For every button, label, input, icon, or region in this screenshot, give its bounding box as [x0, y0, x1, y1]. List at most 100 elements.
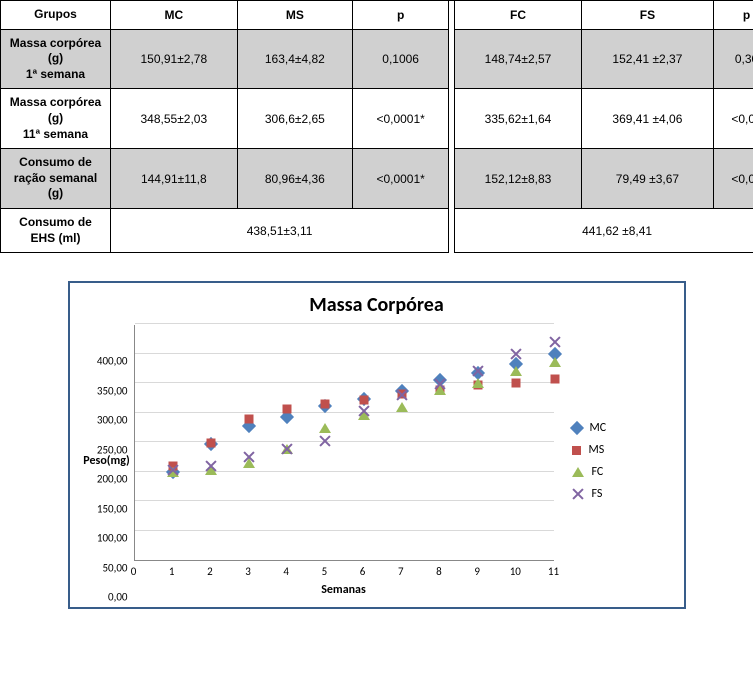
- data-point: [510, 348, 522, 360]
- data-point: [358, 405, 370, 417]
- col-header-grupos: Grupos: [1, 1, 111, 30]
- y-axis-title: Peso(mg): [80, 454, 134, 468]
- data-point: [396, 389, 408, 401]
- y-tick-label: 0,00: [78, 591, 128, 604]
- data-point: [472, 365, 484, 377]
- gridline: [135, 323, 554, 324]
- legend-marker-icon: [572, 446, 581, 455]
- legend-label: MS: [589, 443, 605, 457]
- legend-marker-icon: [569, 421, 583, 435]
- table-cell: 144,91±11,8: [111, 149, 238, 209]
- col-header-fc: FC: [455, 1, 582, 30]
- gridline: [135, 500, 554, 501]
- gridline: [135, 412, 554, 413]
- row-header: Consumo deEHS (ml): [1, 208, 111, 252]
- table-cell-merged: 441,62 ±8,41: [455, 208, 753, 252]
- x-tick-label: 6: [360, 565, 366, 578]
- data-point: [510, 366, 522, 376]
- data-point: [245, 414, 254, 423]
- table-cell-merged: 438,51±3,11: [111, 208, 449, 252]
- chart-title: Massa Corpórea: [80, 293, 674, 317]
- table-cell: 79,49 ±3,67: [581, 149, 713, 209]
- data-point: [281, 443, 293, 455]
- col-header-mc: MC: [111, 1, 238, 30]
- table-cell: <0,0001*: [353, 149, 449, 209]
- y-tick-label: 400,00: [78, 355, 128, 368]
- table-cell: 148,74±2,57: [455, 29, 582, 89]
- data-point: [550, 375, 559, 384]
- x-tick-label: 2: [207, 565, 213, 578]
- data-point: [243, 451, 255, 463]
- data-point: [434, 378, 446, 390]
- gridline: [135, 441, 554, 442]
- legend-label: MC: [590, 421, 607, 435]
- x-tick-label: 9: [474, 565, 480, 578]
- data-point: [549, 357, 561, 367]
- table-cell: 369,41 ±4,06: [581, 89, 713, 149]
- x-tick-label: 10: [510, 565, 521, 578]
- data-point: [283, 404, 292, 413]
- table-row: Consumo deração semanal(g)144,91±11,880,…: [1, 149, 753, 209]
- y-tick-label: 100,00: [78, 532, 128, 545]
- x-tick-label: 1: [169, 565, 175, 578]
- legend-label: FS: [592, 487, 603, 501]
- data-point: [359, 395, 368, 404]
- table-row: Consumo deEHS (ml)438,51±3,11441,62 ±8,4…: [1, 208, 753, 252]
- table-cell: <0,00: [714, 89, 753, 149]
- table-cell: <0,00: [714, 149, 753, 209]
- table-cell: <0,0001*: [353, 89, 449, 149]
- table-cell: 150,91±2,78: [111, 29, 238, 89]
- col-header-p2: p: [714, 1, 753, 30]
- data-point: [321, 399, 330, 408]
- legend: MC MS FC FS: [572, 413, 662, 509]
- plot-column: Semanas 0,0050,00100,00150,00200,00250,0…: [134, 325, 554, 597]
- table-header-row: Grupos MC MS p FC FS p: [1, 1, 753, 30]
- x-tick-label: 3: [245, 565, 251, 578]
- legend-label: FC: [592, 465, 604, 479]
- legend-item: FS: [572, 487, 662, 501]
- gridline: [135, 382, 554, 383]
- data-point: [512, 379, 521, 388]
- data-point: [167, 464, 179, 476]
- y-tick-label: 250,00: [78, 443, 128, 456]
- y-tick-label: 50,00: [78, 561, 128, 574]
- y-tick-label: 200,00: [78, 473, 128, 486]
- data-point: [319, 423, 331, 433]
- chart-container: Massa Corpórea Peso(mg) Semanas 0,0050,0…: [68, 281, 686, 609]
- data-point: [472, 378, 484, 388]
- col-header-ms: MS: [237, 1, 352, 30]
- table-cell: 0,1006: [353, 29, 449, 89]
- table-body: Massa corpórea(g)1ª semana150,91±2,78163…: [1, 29, 753, 253]
- legend-item: MC: [572, 421, 662, 435]
- col-header-fs: FS: [581, 1, 713, 30]
- gridline: [135, 353, 554, 354]
- x-tick-label: 5: [322, 565, 328, 578]
- data-point: [396, 402, 408, 412]
- data-table-container: Grupos MC MS p FC FS p Massa corpórea(g)…: [0, 0, 753, 253]
- data-point: [549, 336, 561, 348]
- table-cell: 152,41 ±2,37: [581, 29, 713, 89]
- y-tick-label: 150,00: [78, 502, 128, 515]
- x-tick-label: 0: [131, 565, 137, 578]
- table-cell: 306,6±2,65: [237, 89, 352, 149]
- chart-inner: Peso(mg) Semanas 0,0050,00100,00150,0020…: [80, 325, 674, 597]
- table-cell: 163,4±4,82: [237, 29, 352, 89]
- x-tick-label: 7: [398, 565, 404, 578]
- row-header: Massa corpórea(g)11ª semana: [1, 89, 111, 149]
- gridline: [135, 530, 554, 531]
- plot-area: [134, 325, 554, 561]
- data-point: [206, 438, 215, 447]
- legend-item: FC: [572, 465, 662, 479]
- table-cell: 152,12±8,83: [455, 149, 582, 209]
- x-tick-label: 8: [436, 565, 442, 578]
- legend-item: MS: [572, 443, 662, 457]
- table-cell: 348,55±2,03: [111, 89, 238, 149]
- legend-marker-icon: [572, 467, 584, 477]
- y-tick-label: 300,00: [78, 414, 128, 427]
- data-table: Grupos MC MS p FC FS p Massa corpórea(g)…: [0, 0, 753, 253]
- data-point: [205, 460, 217, 472]
- data-point: [319, 435, 331, 447]
- table-row: Massa corpórea(g)11ª semana348,55±2,0330…: [1, 89, 753, 149]
- y-tick-label: 350,00: [78, 384, 128, 397]
- row-header: Massa corpórea(g)1ª semana: [1, 29, 111, 89]
